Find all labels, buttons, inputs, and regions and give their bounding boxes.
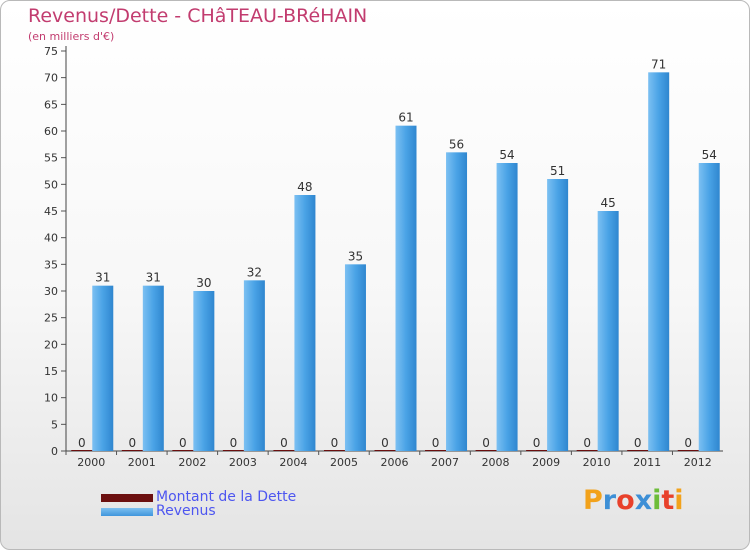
bar-dette [71, 450, 93, 451]
bar-dette [526, 450, 548, 451]
legend-label-revenus: Revenus [156, 503, 216, 519]
x-tick-label: 2007 [431, 456, 459, 469]
y-tick-label: 20 [44, 338, 58, 351]
data-label-dette: 0 [230, 436, 238, 450]
y-tick-label: 0 [51, 445, 58, 458]
bar-dette [323, 450, 345, 451]
y-tick-label: 25 [44, 312, 58, 325]
x-tick-label: 2002 [178, 456, 206, 469]
bar-dette [576, 450, 598, 451]
data-label-dette: 0 [684, 436, 692, 450]
bar-dette [475, 450, 497, 451]
data-label-dette: 0 [533, 436, 541, 450]
logo-letter: P [583, 485, 603, 516]
data-label-dette: 0 [280, 436, 288, 450]
y-tick-label: 75 [44, 45, 58, 58]
x-tick-label: 2012 [684, 456, 712, 469]
data-label-revenus: 32 [247, 265, 262, 279]
data-label-revenus: 54 [702, 148, 717, 162]
logo-letter: i [674, 485, 684, 516]
x-tick-label: 2011 [633, 456, 661, 469]
bar-revenus [294, 195, 316, 451]
data-label-revenus: 56 [449, 137, 464, 151]
y-tick-label: 60 [44, 125, 58, 138]
data-label-revenus: 45 [601, 196, 616, 210]
y-tick-label: 45 [44, 205, 58, 218]
bar-revenus [648, 72, 670, 451]
bar-revenus [496, 163, 518, 451]
data-label-revenus: 51 [550, 164, 565, 178]
bar-dette [677, 450, 699, 451]
bar-dette [273, 450, 295, 451]
bar-revenus [597, 211, 619, 451]
bar-revenus [698, 163, 720, 451]
proxiti-logo: Proxiti [583, 485, 684, 516]
logo-letter: o [616, 485, 635, 516]
data-label-dette: 0 [432, 436, 440, 450]
x-tick-label: 2009 [532, 456, 560, 469]
bar-revenus [547, 179, 569, 451]
data-label-dette: 0 [128, 436, 136, 450]
data-label-revenus: 48 [297, 180, 312, 194]
bar-dette [627, 450, 649, 451]
x-tick-label: 2006 [381, 456, 409, 469]
legend-swatch-dette [101, 494, 153, 502]
x-tick-label: 2010 [583, 456, 611, 469]
y-tick-label: 10 [44, 392, 58, 405]
bar-dette [374, 450, 396, 451]
x-tick-label: 2004 [279, 456, 307, 469]
logo-letter: x [634, 485, 653, 516]
data-label-dette: 0 [482, 436, 490, 450]
data-label-revenus: 31 [146, 271, 161, 285]
x-tick-label: 2005 [330, 456, 358, 469]
y-tick-label: 15 [44, 365, 58, 378]
data-label-dette: 0 [179, 436, 187, 450]
data-label-revenus: 61 [398, 111, 413, 125]
bar-revenus [142, 285, 164, 451]
bar-revenus [92, 285, 114, 451]
data-label-dette: 0 [583, 436, 591, 450]
bar-dette [222, 450, 244, 451]
bar-dette [425, 450, 447, 451]
bar-revenus [344, 264, 366, 451]
bar-dette [121, 450, 143, 451]
data-label-dette: 0 [381, 436, 389, 450]
bar-revenus [395, 125, 417, 452]
data-label-revenus: 71 [651, 57, 666, 71]
logo-letter: r [602, 485, 617, 516]
x-tick-label: 2000 [77, 456, 105, 469]
data-label-revenus: 31 [95, 271, 110, 285]
data-label-dette: 0 [78, 436, 86, 450]
x-tick-label: 2008 [482, 456, 510, 469]
logo-letter: t [661, 485, 675, 516]
chart-subtitle: (en milliers d'€) [28, 30, 115, 43]
y-tick-label: 55 [44, 152, 58, 165]
legend-label-dette: Montant de la Dette [156, 489, 297, 505]
y-tick-label: 65 [44, 98, 58, 111]
data-label-revenus: 35 [348, 249, 363, 263]
y-tick-label: 70 [44, 72, 58, 85]
bar-dette [172, 450, 194, 451]
chart-title: Revenus/Dette - CHâTEAU-BRéHAIN [28, 5, 368, 27]
data-label-dette: 0 [634, 436, 642, 450]
data-label-revenus: 30 [196, 276, 211, 290]
y-tick-label: 5 [51, 418, 58, 431]
x-tick-label: 2001 [128, 456, 156, 469]
bar-revenus [193, 291, 215, 451]
y-tick-label: 40 [44, 232, 58, 245]
bar-revenus [243, 280, 265, 451]
x-tick-label: 2003 [229, 456, 257, 469]
data-label-revenus: 54 [499, 148, 514, 162]
logo-letter: i [652, 485, 662, 516]
data-label-dette: 0 [331, 436, 339, 450]
y-tick-label: 50 [44, 178, 58, 191]
legend-swatch-revenus [101, 508, 153, 516]
bar-revenus [446, 152, 468, 452]
y-tick-label: 30 [44, 285, 58, 298]
y-tick-label: 35 [44, 258, 58, 271]
